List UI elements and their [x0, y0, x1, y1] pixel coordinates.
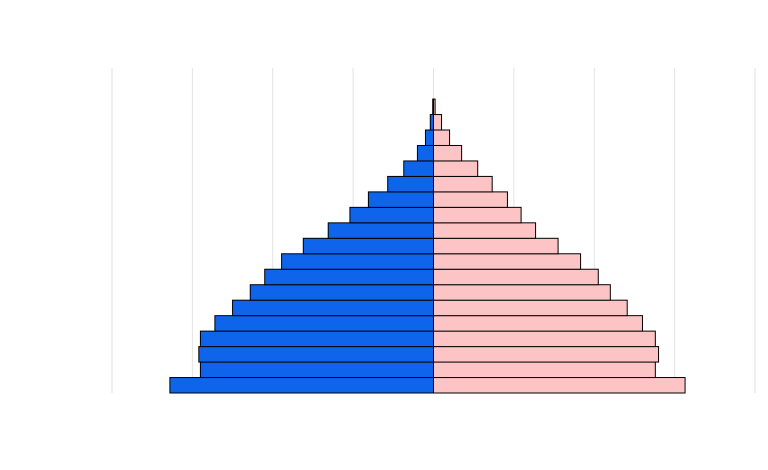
- bar: [433, 253, 582, 270]
- bar: [424, 129, 434, 146]
- bar: [433, 268, 599, 286]
- bar: [433, 237, 559, 255]
- bar: [433, 206, 522, 224]
- bar: [416, 144, 434, 162]
- bar: [433, 377, 686, 394]
- bar: [433, 114, 443, 131]
- bar: [199, 330, 434, 348]
- bar: [433, 129, 451, 146]
- bar: [433, 160, 479, 177]
- bar: [433, 144, 463, 162]
- bar: [387, 175, 434, 193]
- bar: [403, 160, 435, 177]
- bar: [302, 237, 435, 255]
- bar: [198, 346, 434, 363]
- bar: [433, 299, 628, 317]
- bar: [433, 222, 537, 239]
- bar: [433, 191, 508, 208]
- bar: [433, 315, 643, 332]
- bar: [199, 361, 434, 379]
- bar: [214, 315, 434, 332]
- bar: [327, 222, 434, 239]
- bar: [433, 284, 611, 301]
- bar: [249, 284, 434, 301]
- bar: [232, 299, 434, 317]
- bar: [433, 98, 436, 116]
- bar: [281, 253, 434, 270]
- bar: [433, 175, 493, 193]
- bar: [349, 206, 434, 224]
- bar: [433, 346, 660, 363]
- bar: [367, 191, 434, 208]
- bar: [433, 361, 656, 379]
- bar: [169, 377, 434, 394]
- bar: [264, 268, 434, 286]
- bar: [433, 330, 656, 348]
